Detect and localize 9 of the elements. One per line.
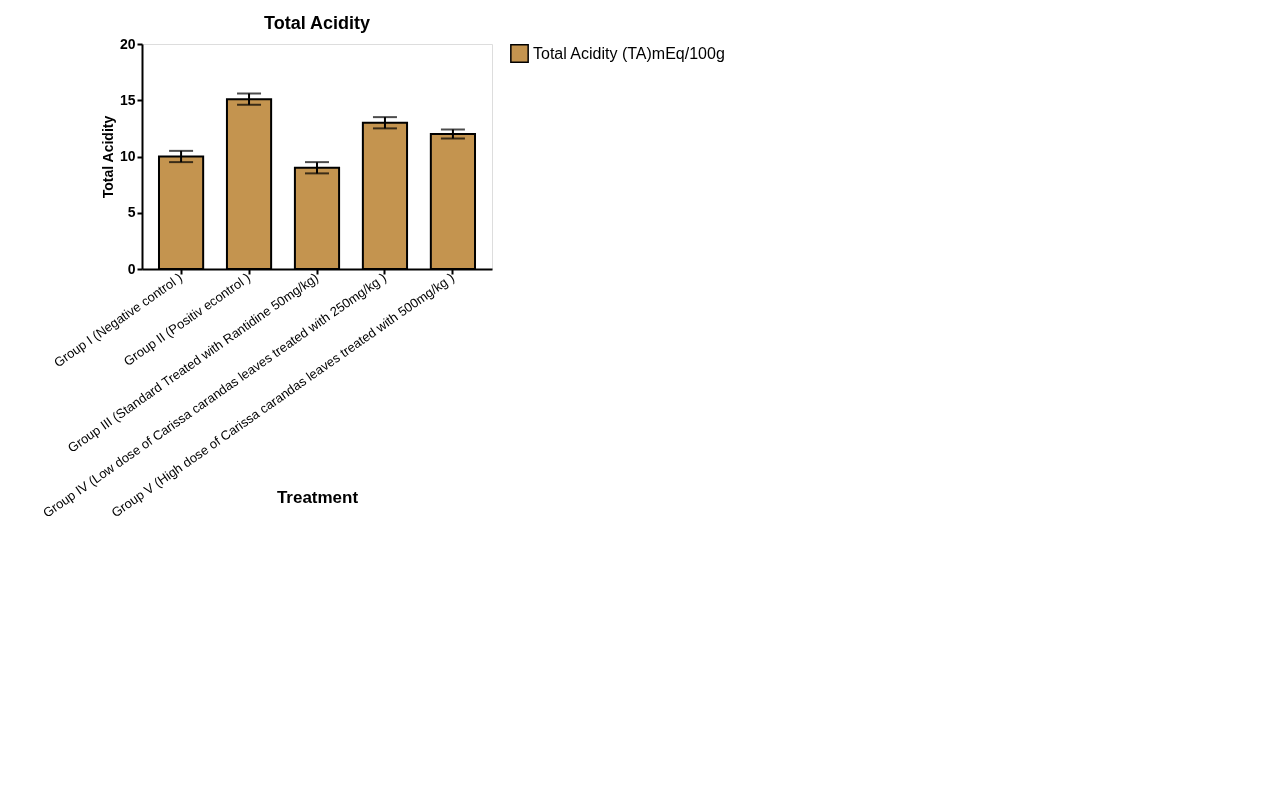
x-axis-title: Treatment [276, 487, 359, 507]
y-tick-label: 10 [119, 148, 136, 164]
y-tick-label: 20 [119, 35, 136, 52]
y-tick-label: 5 [127, 204, 136, 221]
chart-title: Total Acidity [263, 13, 371, 33]
y-tick-label: 15 [119, 91, 136, 108]
y-axis-title: Total Acidity [99, 115, 116, 199]
legend-label: Total Acidity (TA)mEq/100g [533, 44, 725, 62]
y-tick-label: 0 [127, 260, 136, 277]
